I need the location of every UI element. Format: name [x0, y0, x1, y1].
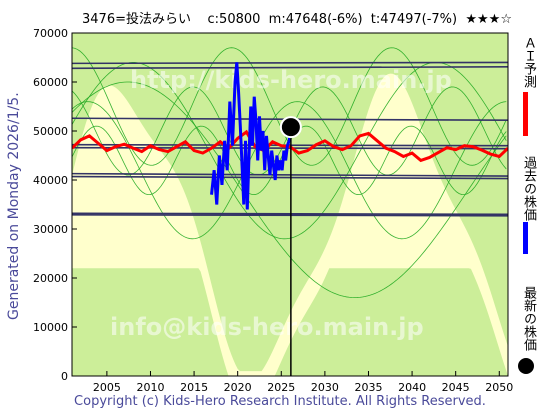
legend-latest-marker	[518, 358, 534, 374]
x-tick-label: 2045	[442, 381, 470, 394]
y-tick-label: 10000	[33, 321, 68, 334]
x-tick-label: 2015	[180, 381, 208, 394]
plot-frame	[71, 32, 509, 377]
trend-line	[72, 212, 508, 216]
y-tick-label: 30000	[33, 223, 68, 236]
y-tick-label: 70000	[33, 27, 68, 40]
header-stars: ★★★☆	[465, 12, 512, 27]
x-tick-label: 2030	[311, 381, 339, 394]
header-code: 3476=投法みらい	[82, 12, 191, 27]
watermark-email: info@kids-hero.main.jp	[110, 313, 424, 341]
watermark-url: http://kids-hero.main.jp	[130, 66, 452, 94]
x-tick-label: 2040	[398, 381, 426, 394]
legend-past-price-label: 過去の株価	[521, 156, 536, 221]
y-tick-label: 20000	[33, 272, 68, 285]
x-tick-label: 2005	[93, 381, 121, 394]
x-tick-label: 2010	[136, 381, 164, 394]
x-tick-label: 2050	[485, 381, 513, 394]
generated-date: Generated on Monday 2026/1/5.	[6, 92, 22, 320]
copyright: Copyright (c) Kids-Hero Research Institu…	[74, 394, 486, 409]
y-tick-label: 40000	[33, 174, 68, 187]
trend-line	[72, 61, 508, 65]
past-price-line	[210, 62, 293, 210]
trend-line	[72, 66, 508, 70]
trend-line	[72, 175, 508, 180]
trend-line	[72, 172, 508, 177]
x-tick-label: 2020	[224, 381, 252, 394]
legend-ai-forecast-label: ＡＩ予測	[521, 36, 536, 88]
legend-forecast-swatch	[523, 92, 528, 136]
trend-line	[72, 213, 508, 217]
band-green-upper	[72, 33, 508, 372]
band-green-lower	[72, 268, 508, 376]
model-curve-line	[72, 81, 507, 298]
legend-latest-price-label: 最新の株価	[521, 286, 536, 351]
chart-header: 3476=投法みらい c:50800 m:47648(-6%) t:47497(…	[82, 8, 512, 27]
header-target: t:47497(-7%)	[370, 12, 458, 27]
y-tick-label: 0	[61, 370, 68, 383]
legend-past-swatch	[523, 222, 528, 254]
model-curve-line	[72, 101, 507, 240]
x-tick-label: 2025	[267, 381, 295, 394]
header-current: c:50800	[207, 12, 261, 27]
y-tick-label: 60000	[33, 76, 68, 89]
latest-price-marker	[279, 116, 302, 139]
header-median: m:47648(-6%)	[268, 12, 363, 27]
y-tick-label: 50000	[33, 125, 68, 138]
x-tick-label: 2035	[354, 381, 382, 394]
ai-forecast-line	[72, 129, 508, 163]
